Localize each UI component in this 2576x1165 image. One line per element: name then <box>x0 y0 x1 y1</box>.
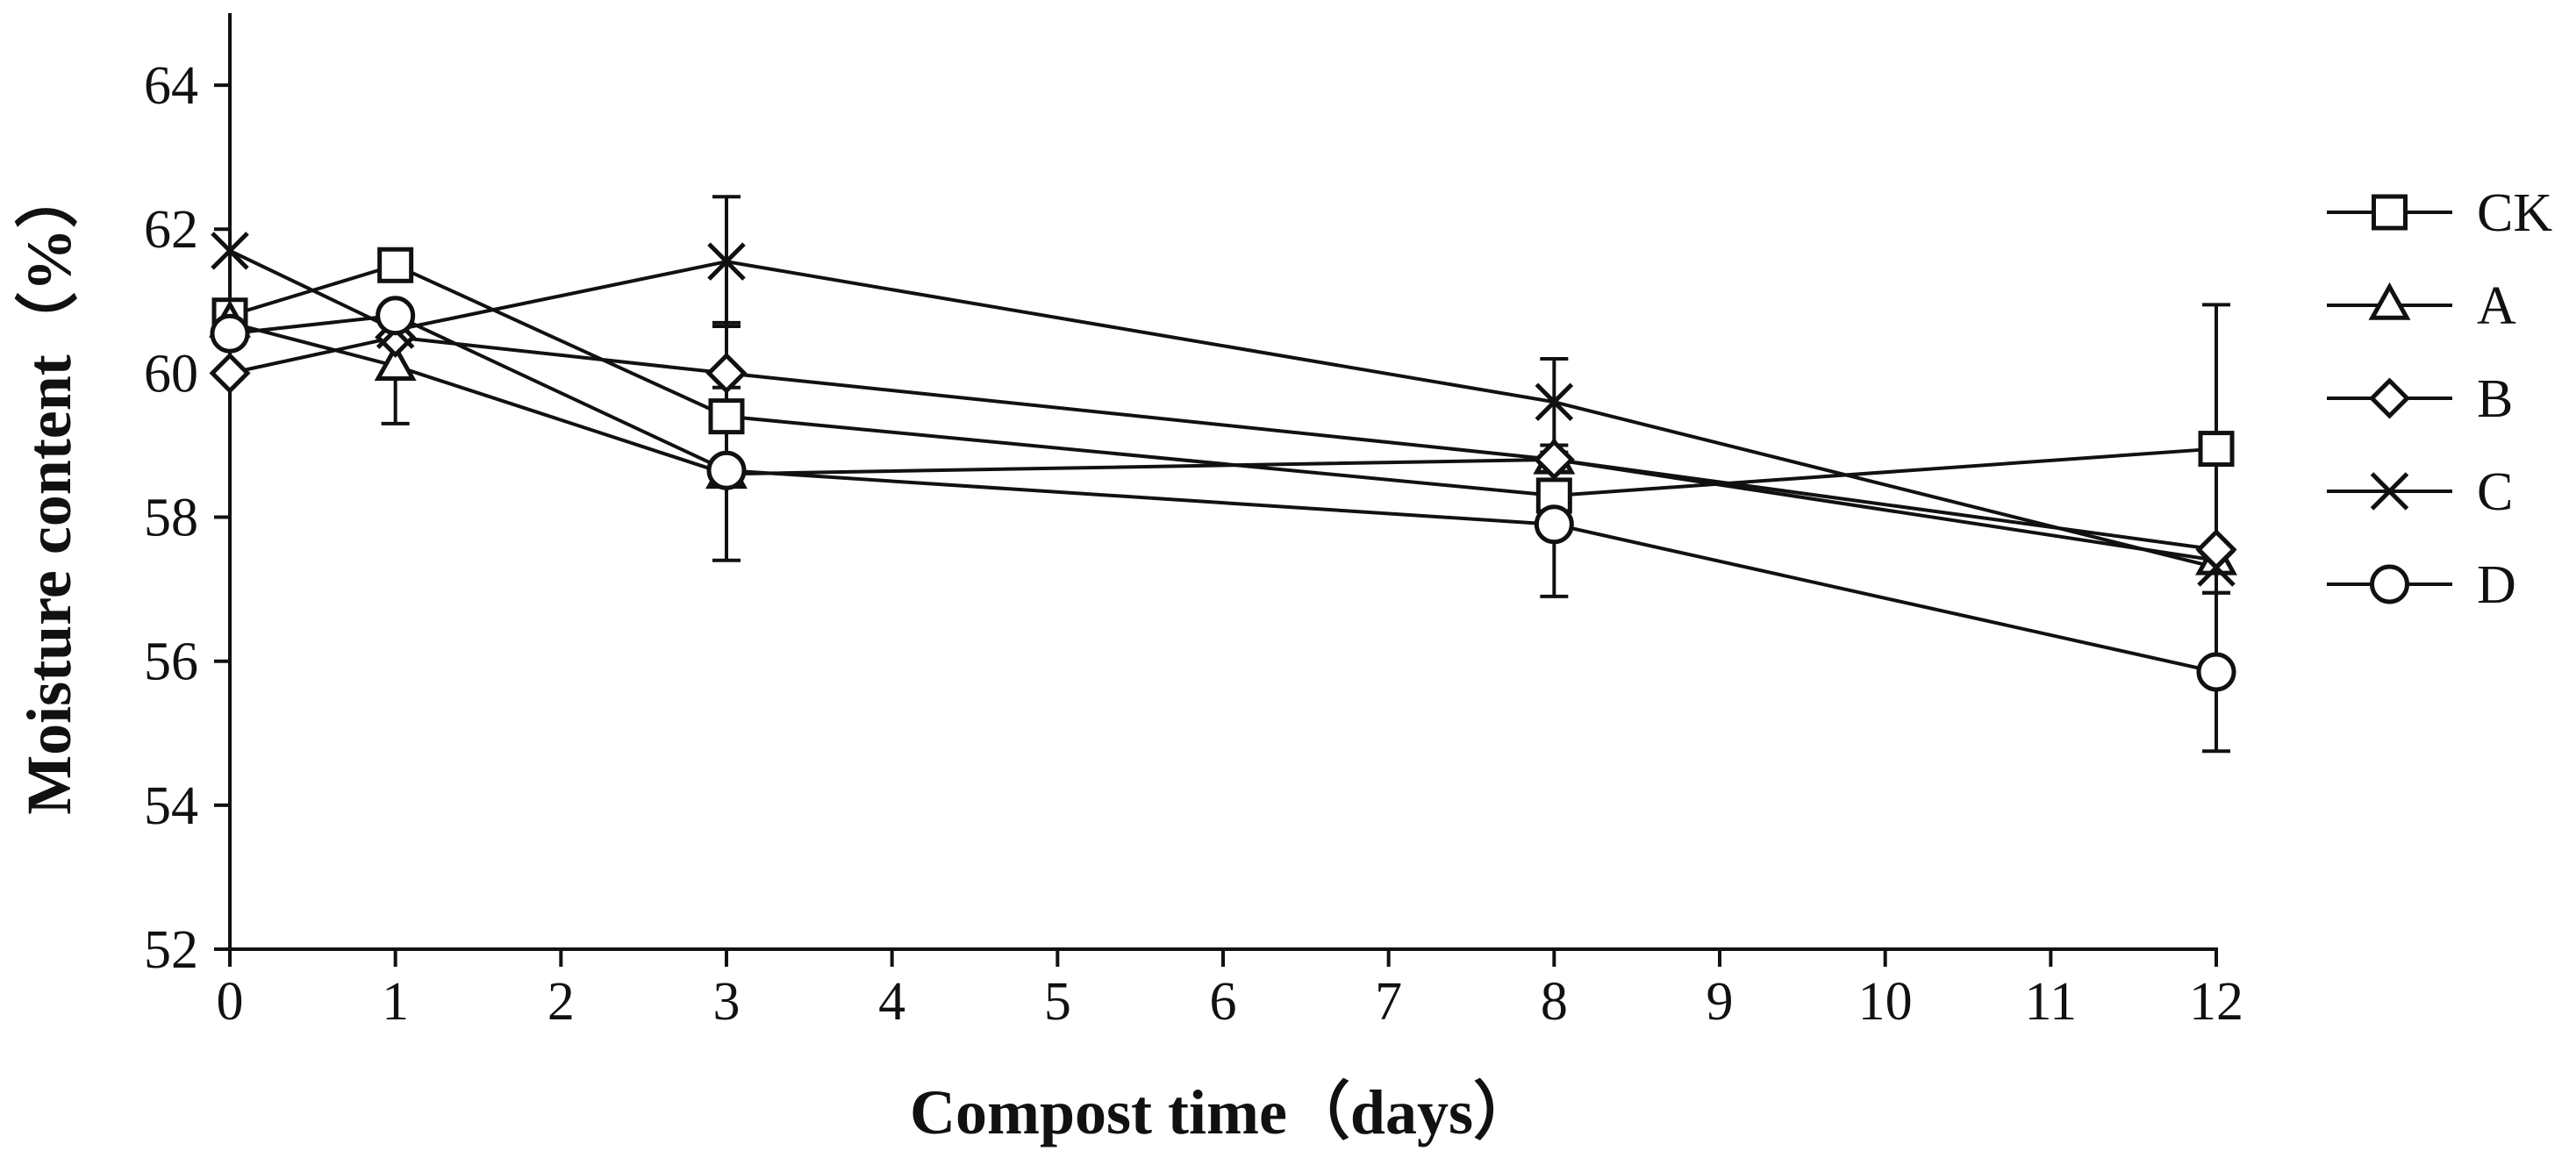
x-tick-label: 3 <box>713 972 741 1032</box>
data-point-ck <box>708 398 745 435</box>
data-point-ck <box>377 247 414 283</box>
legend-item-a: A <box>2327 276 2516 336</box>
data-point-b <box>705 352 748 394</box>
data-point-ck <box>2198 431 2235 468</box>
data-point-c <box>2197 548 2236 587</box>
x-tick-label: 2 <box>547 972 575 1032</box>
y-tick-label: 64 <box>144 56 198 116</box>
data-point-d <box>2196 652 2236 692</box>
data-point-d <box>1534 504 1574 545</box>
series-lines <box>229 249 2217 674</box>
y-tick-label: 56 <box>144 633 198 692</box>
x-tick-label: 10 <box>1858 972 1913 1032</box>
legend-item-c: C <box>2327 462 2513 522</box>
data-point-c <box>1535 382 1574 421</box>
legend-item-d: D <box>2327 555 2516 615</box>
y-tick-label: 58 <box>144 489 198 548</box>
y-tick-label: 52 <box>144 920 198 980</box>
data-point-b <box>209 352 251 394</box>
legend-item-b: B <box>2327 369 2513 429</box>
x-tick-label: 5 <box>1044 972 1071 1032</box>
legend-marker-d <box>2370 564 2409 604</box>
x-tick-label: 8 <box>1541 972 1568 1032</box>
data-point-d <box>210 313 250 354</box>
legend-marker-c <box>2370 472 2409 511</box>
data-point-d <box>376 296 416 336</box>
x-tick-label: 7 <box>1375 972 1402 1032</box>
error-bars <box>381 195 2230 754</box>
legend-item-ck: CK <box>2327 183 2552 243</box>
data-point-d <box>706 450 747 490</box>
legend-label: B <box>2477 369 2513 429</box>
y-axis-title: Moisture content（%） <box>14 165 84 815</box>
legend-label: C <box>2477 462 2513 522</box>
x-tick-label: 9 <box>1707 972 1734 1032</box>
legend-marker-a <box>2368 282 2411 320</box>
data-point-c <box>707 242 746 281</box>
y-tick-label: 60 <box>144 344 198 404</box>
series-line-ck <box>229 263 2217 497</box>
legend-label: D <box>2477 555 2516 615</box>
legend-marker-b <box>2368 377 2411 419</box>
series-line-a <box>229 320 2217 562</box>
legend-label: CK <box>2477 183 2552 243</box>
x-tick-label: 1 <box>382 972 409 1032</box>
x-tick-label: 12 <box>2189 972 2243 1032</box>
x-tick-label: 4 <box>878 972 905 1032</box>
data-point-c <box>211 232 249 270</box>
x-tick-label: 11 <box>2024 972 2077 1032</box>
x-tick-label: 6 <box>1210 972 1237 1032</box>
y-tick-label: 54 <box>144 776 198 836</box>
x-tick-label: 0 <box>217 972 244 1032</box>
x-axis-title: Compost time（days） <box>910 1077 1536 1147</box>
data-point-a <box>374 342 417 381</box>
legend-label: A <box>2477 276 2516 336</box>
legend-marker-ck <box>2372 194 2408 231</box>
y-tick-label: 62 <box>144 200 198 260</box>
series-markers <box>209 232 2237 692</box>
series-line-b <box>229 335 2217 552</box>
data-point-b <box>1533 439 1575 481</box>
